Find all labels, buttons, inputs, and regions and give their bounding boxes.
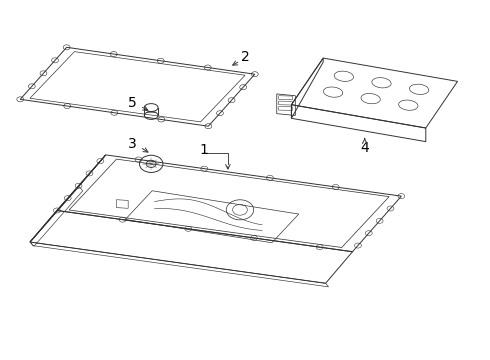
Text: 4: 4 — [360, 141, 369, 155]
Text: 2: 2 — [241, 50, 249, 64]
Text: 3: 3 — [128, 137, 137, 151]
Text: 5: 5 — [128, 96, 137, 110]
Text: 1: 1 — [199, 143, 208, 157]
